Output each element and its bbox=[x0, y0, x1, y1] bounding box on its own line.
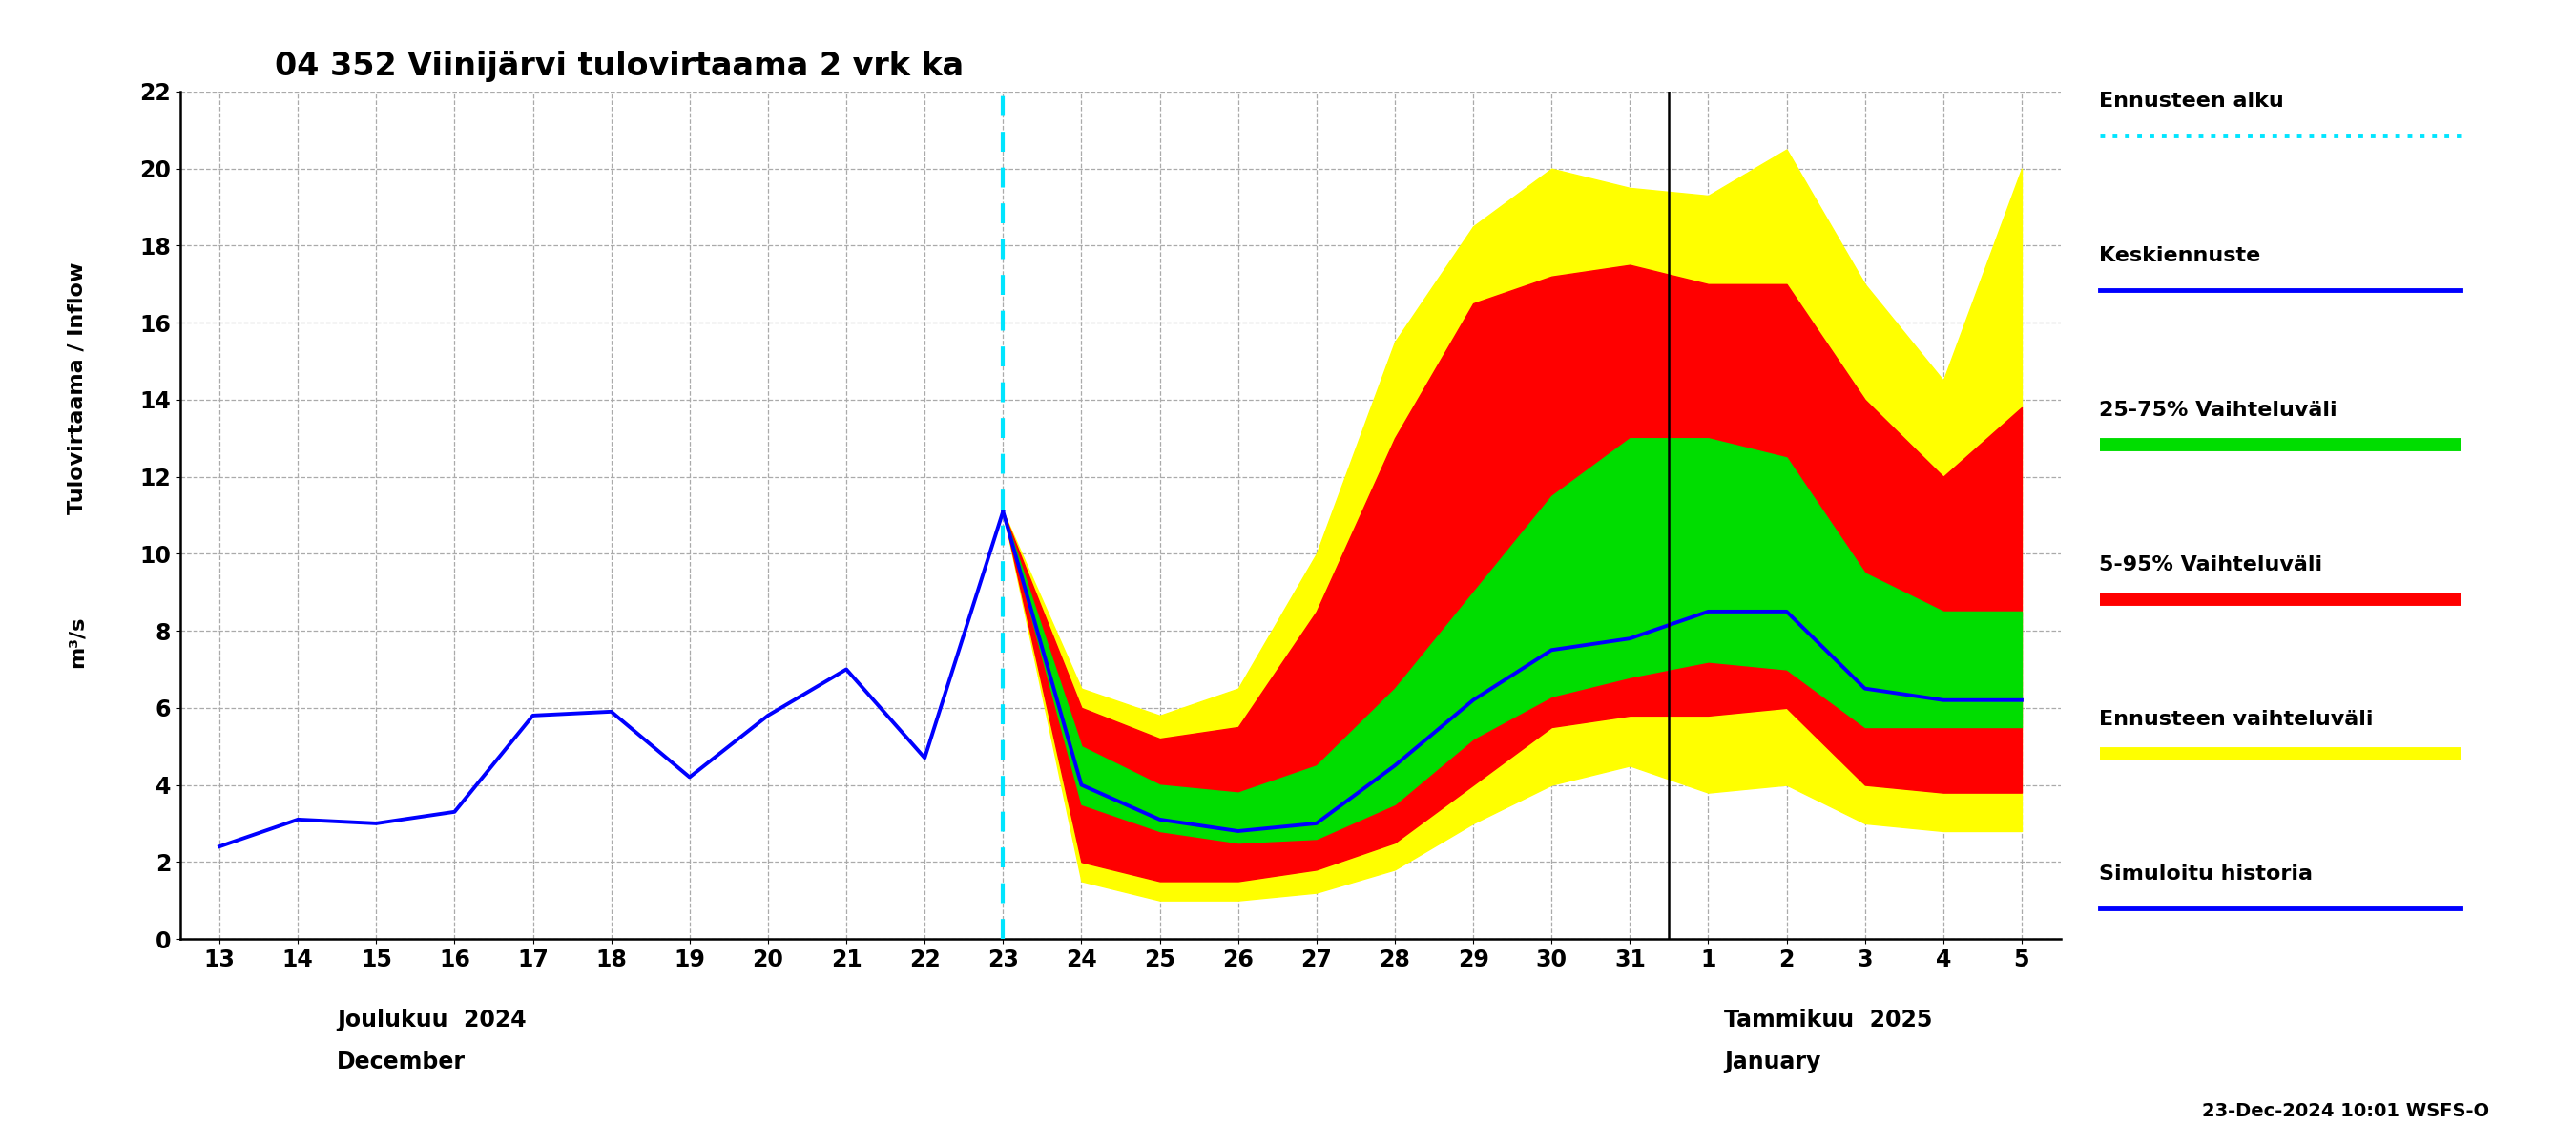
Text: Ennusteen vaihteluväli: Ennusteen vaihteluväli bbox=[2099, 710, 2372, 729]
Text: 25-75% Vaihteluväli: 25-75% Vaihteluväli bbox=[2099, 401, 2336, 420]
Text: 5-95% Vaihteluväli: 5-95% Vaihteluväli bbox=[2099, 555, 2324, 575]
Text: 23-Dec-2024 10:01 WSFS-O: 23-Dec-2024 10:01 WSFS-O bbox=[2202, 1101, 2491, 1120]
Text: Tulovirtaama / Inflow: Tulovirtaama / Inflow bbox=[67, 262, 88, 514]
Text: Keskiennuste: Keskiennuste bbox=[2099, 246, 2262, 266]
Text: January: January bbox=[1723, 1051, 1821, 1074]
Text: Simuloitu historia: Simuloitu historia bbox=[2099, 864, 2313, 884]
Text: Tammikuu  2025: Tammikuu 2025 bbox=[1723, 1009, 1932, 1032]
Text: m³/s: m³/s bbox=[67, 616, 88, 669]
Text: 04 352 Viinijärvi tulovirtaama 2 vrk ka: 04 352 Viinijärvi tulovirtaama 2 vrk ka bbox=[276, 50, 963, 82]
Text: December: December bbox=[337, 1051, 466, 1074]
Text: Joulukuu  2024: Joulukuu 2024 bbox=[337, 1009, 526, 1032]
Text: Ennusteen alku: Ennusteen alku bbox=[2099, 92, 2285, 111]
